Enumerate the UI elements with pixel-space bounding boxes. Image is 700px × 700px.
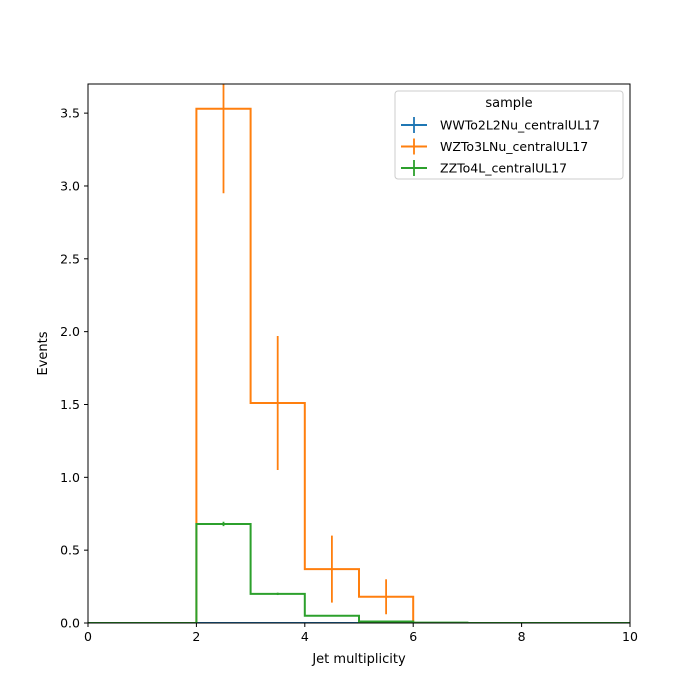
legend-box xyxy=(394,90,624,180)
y-axis-label: Events xyxy=(36,331,51,375)
x-axis-ticks: 0 2 4 6 8 10 xyxy=(84,623,638,644)
y-tick-label: 2.5 xyxy=(60,251,80,266)
y-tick-label: 3.5 xyxy=(60,106,80,121)
y-axis-ticks: 0.0 0.5 1.0 1.5 2.0 2.5 3.0 3.5 xyxy=(60,106,88,631)
y-tick-label: 1.0 xyxy=(60,470,80,485)
x-tick-label: 10 xyxy=(622,629,638,644)
x-axis-label: Jet multiplicity xyxy=(311,652,406,667)
x-tick-label: 0 xyxy=(84,629,92,644)
x-tick-label: 6 xyxy=(409,629,417,644)
plot-area xyxy=(87,83,631,624)
legend-item: ZZTo4L_centralUL17 xyxy=(401,160,567,176)
legend: sample WWTo2L2Nu_centralUL17 WZTo3LNu_cent… xyxy=(394,90,624,180)
legend-item: WWTo2L2Nu_centralUL17 xyxy=(401,117,600,133)
x-tick-label: 4 xyxy=(301,629,309,644)
x-tick-label: 2 xyxy=(192,629,200,644)
legend-label: WZTo3LNu_centralUL17 xyxy=(440,139,588,154)
y-tick-label: 1.5 xyxy=(60,397,80,412)
y-tick-label: 2.0 xyxy=(60,324,80,339)
axes-frame xyxy=(87,83,631,624)
x-tick-label: 8 xyxy=(518,629,526,644)
legend-label: ZZTo4L_centralUL17 xyxy=(440,161,567,176)
series-2 xyxy=(88,84,630,623)
series-step-line xyxy=(88,522,630,623)
y-tick-label: 0.5 xyxy=(60,543,80,558)
y-tick-label: 0.0 xyxy=(60,616,80,631)
legend-item: WZTo3LNu_centralUL17 xyxy=(401,138,588,155)
legend-title: sample xyxy=(485,96,532,111)
y-tick-label: 3.0 xyxy=(60,178,80,193)
legend-label: WWTo2L2Nu_centralUL17 xyxy=(440,118,600,133)
